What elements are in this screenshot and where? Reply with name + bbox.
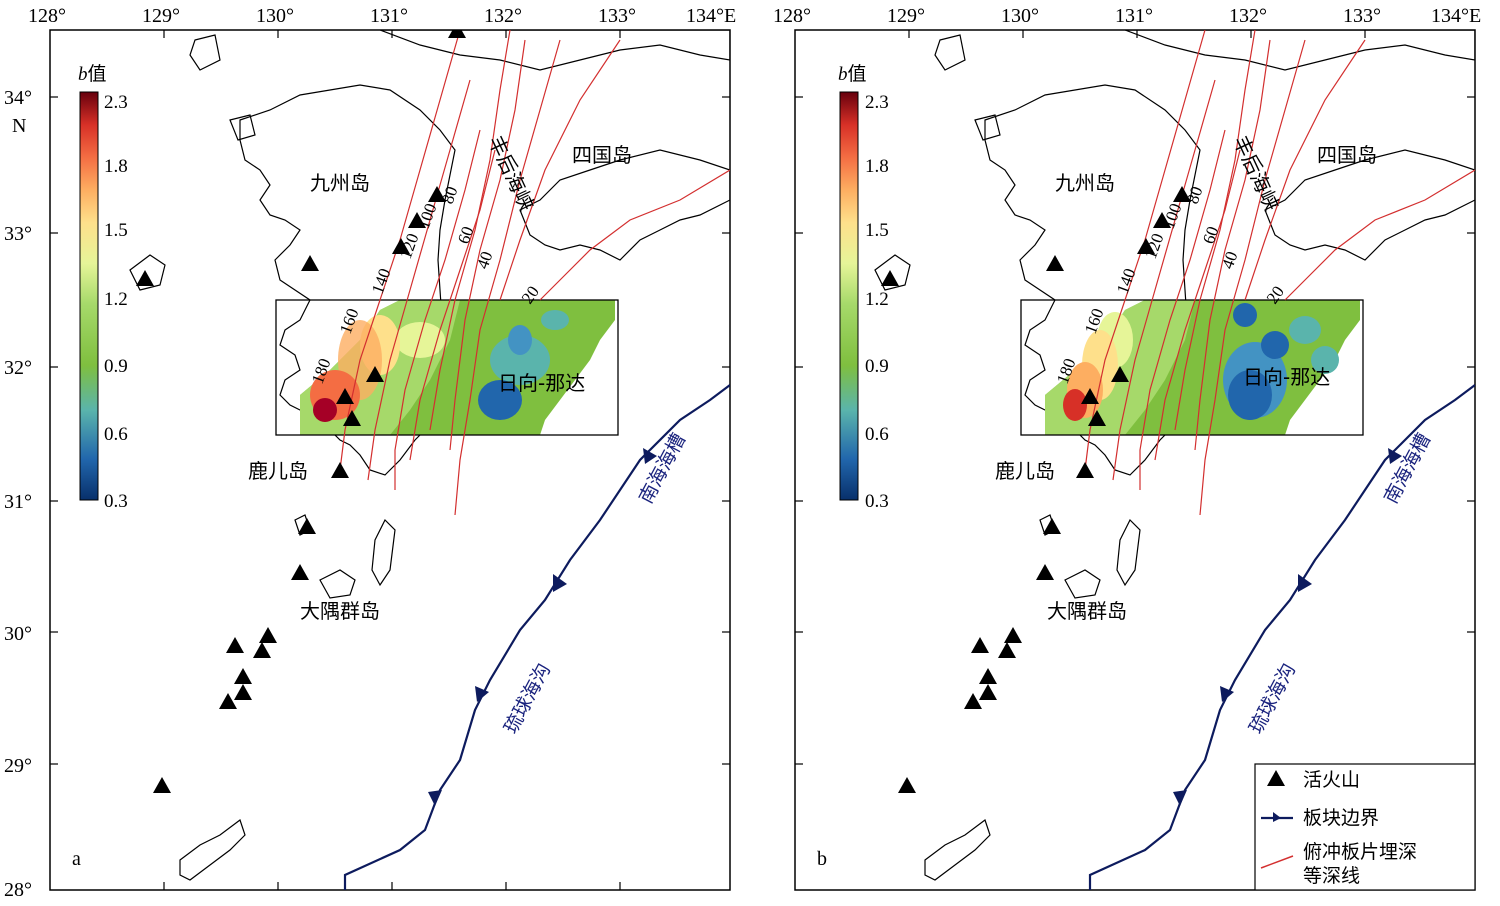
lon-tick: 131°: [1115, 5, 1153, 27]
label-kagoshima: 鹿儿岛: [248, 459, 308, 483]
lon-axis: 128° 129° 130° 131° 132° 133° 134°E: [773, 5, 1481, 27]
label-kyushu: 九州岛: [310, 171, 370, 195]
colorbar-tick: 1.5: [104, 220, 128, 241]
colorbar-tick: 0.9: [865, 356, 889, 377]
tick-marks: [795, 30, 1475, 765]
study-area-box: [275, 299, 619, 436]
legend-contour-line2: 等深线: [1303, 865, 1360, 887]
study-area-box: [1020, 299, 1364, 436]
depth-label-60: 60: [454, 224, 478, 246]
lon-tick: 134°E: [1431, 5, 1481, 27]
label-osumi: 大隅群岛: [1047, 599, 1127, 623]
lon-tick: 128°: [773, 5, 811, 27]
colorbar-title: b值: [838, 63, 867, 85]
colorbar: b值 2.3 1.8 1.5 1.2 0.9 0.6 0.3: [838, 63, 889, 512]
colorbar-tick: 0.6: [865, 424, 889, 445]
amami-island: [924, 819, 991, 881]
volcano-markers: [136, 30, 466, 793]
lat-tick: 28°: [4, 879, 32, 901]
colorbar-tick: 2.3: [865, 92, 889, 113]
lon-tick: 134°E: [686, 5, 736, 27]
label-shikoku: 四国岛: [572, 143, 632, 167]
legend-volcano: 活火山: [1303, 769, 1360, 791]
colorbar-title: b值: [78, 63, 107, 85]
lat-unit: N: [12, 115, 26, 137]
colorbar-tick: 0.9: [104, 356, 128, 377]
lat-axis: 34° N 33° 32° 31° 30° 29° 28°: [4, 87, 32, 901]
amami-island: [179, 819, 246, 881]
lat-tick: 31°: [4, 491, 32, 513]
colorbar-tick: 1.8: [865, 156, 889, 177]
lon-tick: 133°: [598, 5, 636, 27]
label-osumi: 大隅群岛: [300, 599, 380, 623]
western-islands: [129, 34, 256, 291]
colorbar-tick: 1.2: [865, 289, 889, 310]
colorbar-tick: 2.3: [104, 92, 128, 113]
colorbar: b值 2.3 1.8 1.5 1.2 0.9 0.6 0.3: [78, 63, 128, 512]
lon-tick: 128°: [28, 5, 66, 27]
plate-boundary-line: [343, 384, 730, 890]
lat-tick: 34°: [4, 87, 32, 109]
label-shikoku: 四国岛: [1317, 143, 1377, 167]
legend-plate-boundary: 板块边界: [1303, 807, 1379, 829]
contour-legend-icon: [1260, 855, 1294, 869]
lon-tick: 133°: [1343, 5, 1381, 27]
label-kagoshima: 鹿儿岛: [995, 459, 1055, 483]
colorbar-tick: 1.8: [104, 156, 128, 177]
shikoku-coastline: [519, 149, 730, 261]
legend-contour-line1: 俯冲板片埋深: [1303, 841, 1417, 863]
legend: 活火山 板块边界 俯冲板片埋深 等深线: [1254, 763, 1475, 890]
colorbar-tick: 1.2: [104, 289, 128, 310]
map-panel-b: 180 160 140 120 100 80 60 40 20: [745, 0, 1500, 906]
lon-tick: 131°: [370, 5, 408, 27]
lat-tick: 29°: [4, 755, 32, 777]
slab-depth-contours: [339, 30, 730, 516]
depth-label-60: 60: [1199, 224, 1223, 246]
trench-triangles: [1173, 448, 1402, 806]
colorbar-tick: 1.5: [865, 220, 889, 241]
shikoku-coastline: [1264, 149, 1475, 261]
lon-tick: 129°: [142, 5, 180, 27]
tick-marks: [50, 30, 730, 890]
lat-tick: 32°: [4, 357, 32, 379]
colorbar-tick: 0.3: [865, 491, 889, 512]
colorbar-tick: 0.6: [104, 424, 128, 445]
label-hyuganada: 日向-那达: [1243, 365, 1330, 389]
panel-letter: a: [72, 848, 81, 870]
lon-tick: 130°: [1001, 5, 1039, 27]
colorbar-tick: 0.3: [104, 491, 128, 512]
label-kyushu: 九州岛: [1055, 171, 1115, 195]
map-frame: [794, 29, 1476, 891]
label-hyuganada: 日向-那达: [498, 371, 585, 395]
map-panel-a: 180 160 140 120 100 80 60 40 20: [4, 5, 736, 901]
lon-tick: 130°: [256, 5, 294, 27]
lat-tick: 30°: [4, 623, 32, 645]
volcano-markers: [881, 186, 1191, 793]
lon-tick: 129°: [887, 5, 925, 27]
lon-axis: 128° 129° 130° 131° 132° 133° 134°E: [28, 5, 736, 27]
panel-letter: b: [817, 848, 827, 870]
western-islands: [874, 34, 1001, 291]
depth-label-40: 40: [1218, 249, 1242, 271]
kyushu-coastline: [239, 84, 456, 476]
map-frame: [49, 29, 731, 891]
depth-label-40: 40: [473, 249, 497, 271]
kyushu-coastline: [984, 84, 1201, 476]
volcano-legend-icon: [1267, 770, 1285, 786]
lon-tick: 132°: [1229, 5, 1267, 27]
lat-tick: 33°: [4, 223, 32, 245]
trench-triangles: [428, 448, 657, 806]
plate-boundary-line: [1088, 384, 1475, 890]
lon-tick: 132°: [484, 5, 522, 27]
